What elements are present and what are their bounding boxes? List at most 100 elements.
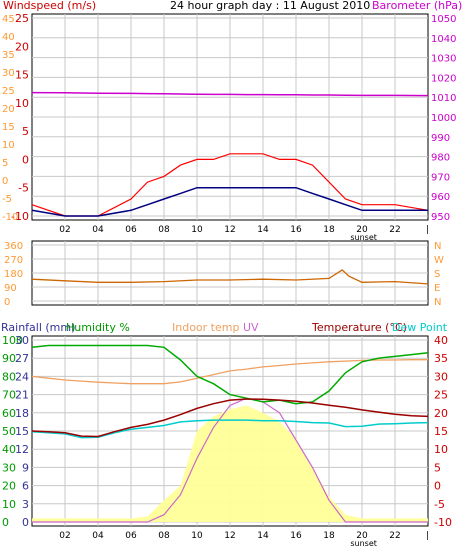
- rain-tick-label: 6: [22, 480, 29, 493]
- x-tick-label: 22: [389, 225, 400, 235]
- rain-tick-label: 0: [22, 516, 29, 529]
- solar-area: [32, 405, 428, 522]
- humidity-tick-label: 20: [2, 480, 16, 493]
- uv-label: UV: [243, 321, 259, 334]
- barometer-tick-label: 1040: [431, 34, 456, 45]
- compass-tick-label: N: [434, 297, 441, 308]
- sunset-label: sunset: [350, 539, 377, 548]
- wind-tick-label: 5: [22, 125, 29, 138]
- rain-tick-label: 15: [15, 425, 29, 438]
- wind-tick-label: -10: [11, 210, 29, 223]
- wind-average-line: [31, 186, 428, 217]
- direction-tick-label: 90: [4, 283, 17, 294]
- wind-direction-line: [31, 269, 429, 285]
- wind-tick-label-secondary: 10: [2, 140, 15, 151]
- temperature-tick-label: 15: [434, 425, 448, 438]
- barometer-tick-label: 980: [431, 153, 450, 164]
- temperature-tick-label: 10: [434, 443, 448, 456]
- humidity-tick-label: 60: [2, 407, 16, 420]
- barometer-tick-label: 950: [431, 212, 450, 223]
- x-tick-label: 08: [158, 225, 170, 235]
- barometer-tick-label: 1010: [431, 93, 456, 104]
- humidity-tick-label: 30: [2, 461, 16, 474]
- rainfall-axis-label: Rainfall (mm): [1, 321, 75, 334]
- x-tick-label: 06: [125, 225, 137, 235]
- compass-tick-label: S: [434, 269, 440, 280]
- wind-gust-line: [31, 153, 429, 217]
- wind-tick-label-secondary: 40: [2, 32, 15, 43]
- graph-title-suffix: --: [345, 0, 353, 12]
- compass-tick-label: N: [434, 241, 441, 252]
- x-tick-label: 14: [257, 225, 269, 235]
- x-tick-label: |: [426, 225, 429, 235]
- wind-tick-label-secondary: 20: [2, 104, 15, 115]
- x-tick-label: 04: [92, 225, 104, 235]
- humidity-tick-label: 50: [2, 425, 16, 438]
- dew-point-label: Dew Point: [392, 321, 448, 334]
- x-tick-label: 04: [92, 531, 104, 541]
- rain-tick-label: 24: [15, 370, 29, 383]
- wind-tick-label-secondary: -5: [2, 194, 12, 205]
- windspeed-axis-label: Windspeed (m/s): [3, 0, 96, 12]
- humidity-tick-label: 10: [2, 498, 16, 511]
- wind-tick-label: 10: [15, 97, 29, 110]
- humidity-tick-label: 100: [2, 334, 23, 347]
- x-tick-label: 14: [257, 531, 269, 541]
- temperature-tick-label: -10: [434, 516, 452, 529]
- wind-tick-label: 15: [15, 69, 29, 82]
- barometer-tick-label: 1020: [431, 73, 456, 84]
- temperature-tick-label: 25: [434, 389, 448, 402]
- humidity-tick-label: 40: [2, 443, 16, 456]
- wind-tick-label-secondary: 5: [2, 158, 8, 169]
- humidity-axis-label: Humidity %: [66, 321, 130, 334]
- barometer-tick-label: 1000: [431, 113, 456, 124]
- barometer-tick-label: 1030: [431, 54, 456, 65]
- x-tick-label: 18: [323, 531, 335, 541]
- barometer-line: [31, 91, 429, 97]
- temperature-tick-label: 35: [434, 352, 448, 365]
- x-tick-label: 02: [59, 225, 70, 235]
- x-tick-label: 22: [389, 531, 400, 541]
- humidity-tick-label: 90: [2, 352, 16, 365]
- humidity-tick-label: 80: [2, 370, 16, 383]
- x-tick-label: |: [426, 531, 429, 541]
- direction-tick-label: 0: [4, 297, 10, 308]
- wind-tick-label-secondary: 45: [2, 14, 15, 25]
- barometer-tick-label: 970: [431, 172, 450, 183]
- wind-tick-label: 20: [15, 40, 29, 53]
- temperature-tick-label: -5: [434, 498, 445, 511]
- uv-line: [32, 397, 428, 523]
- barometer-tick-label: 990: [431, 133, 450, 144]
- indoor-temp-label: Indoor temp: [172, 321, 239, 334]
- x-tick-label: 18: [323, 225, 335, 235]
- graph-title: 24 hour graph day : 11 August 2010: [170, 0, 370, 12]
- direction-tick-label: 360: [4, 241, 23, 252]
- rain-tick-label: 21: [15, 389, 29, 402]
- x-tick-label: 12: [224, 531, 235, 541]
- x-tick-label: 20: [356, 225, 368, 235]
- compass-tick-label: E: [434, 283, 440, 294]
- temperature-tick-label: 30: [434, 370, 448, 383]
- x-tick-label: 16: [290, 225, 302, 235]
- rain-tick-label: 12: [15, 443, 29, 456]
- temperature-line: [31, 398, 429, 438]
- compass-tick-label: W: [434, 255, 444, 266]
- rain-tick-label: 18: [15, 407, 29, 420]
- wind-tick-label-secondary: 15: [2, 122, 15, 133]
- humidity-tick-label: 70: [2, 389, 16, 402]
- rain-tick-label: 3: [22, 498, 29, 511]
- wind-tick-label: -5: [18, 182, 29, 195]
- temperature-tick-label: 20: [434, 407, 448, 420]
- rain-tick-label: 27: [15, 352, 29, 365]
- temperature-axis-label: Temperature (°C): [311, 321, 407, 334]
- direction-tick-label: 180: [4, 269, 23, 280]
- x-tick-label: 16: [290, 531, 302, 541]
- rain-tick-label: 30: [15, 334, 29, 347]
- wind-tick-label-secondary: 0: [2, 176, 8, 187]
- wind-tick-label-secondary: 35: [2, 50, 15, 61]
- x-tick-label: 10: [191, 225, 203, 235]
- barometer-tick-label: 1050: [431, 14, 456, 25]
- wind-tick-label: 0: [22, 153, 29, 166]
- wind-tick-label-secondary: -10: [2, 212, 18, 223]
